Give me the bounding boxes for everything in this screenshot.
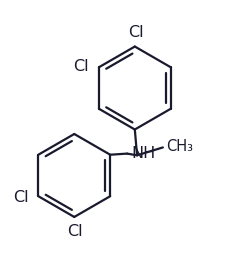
Text: Cl: Cl xyxy=(67,224,83,239)
Text: Cl: Cl xyxy=(13,190,28,205)
Text: Cl: Cl xyxy=(73,59,89,74)
Text: CH₃: CH₃ xyxy=(166,139,193,154)
Text: Cl: Cl xyxy=(128,25,144,40)
Text: NH: NH xyxy=(131,146,155,161)
